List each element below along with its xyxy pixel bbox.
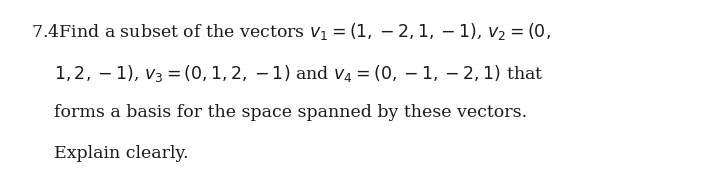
Text: $1, 2, -1)$, $v_3 = (0, 1, 2, -1)$ and $v_4 = (0, -1, -2, 1)$ that: $1, 2, -1)$, $v_3 = (0, 1, 2, -1)$ and $… xyxy=(54,63,544,84)
Text: forms a basis for the space spanned by these vectors.: forms a basis for the space spanned by t… xyxy=(54,104,527,121)
Text: Explain clearly.: Explain clearly. xyxy=(54,145,189,162)
Text: 7.4Find a subset of the vectors $v_1 = (1, -2, 1, -1)$, $v_2 = (0,$: 7.4Find a subset of the vectors $v_1 = (… xyxy=(31,21,551,42)
